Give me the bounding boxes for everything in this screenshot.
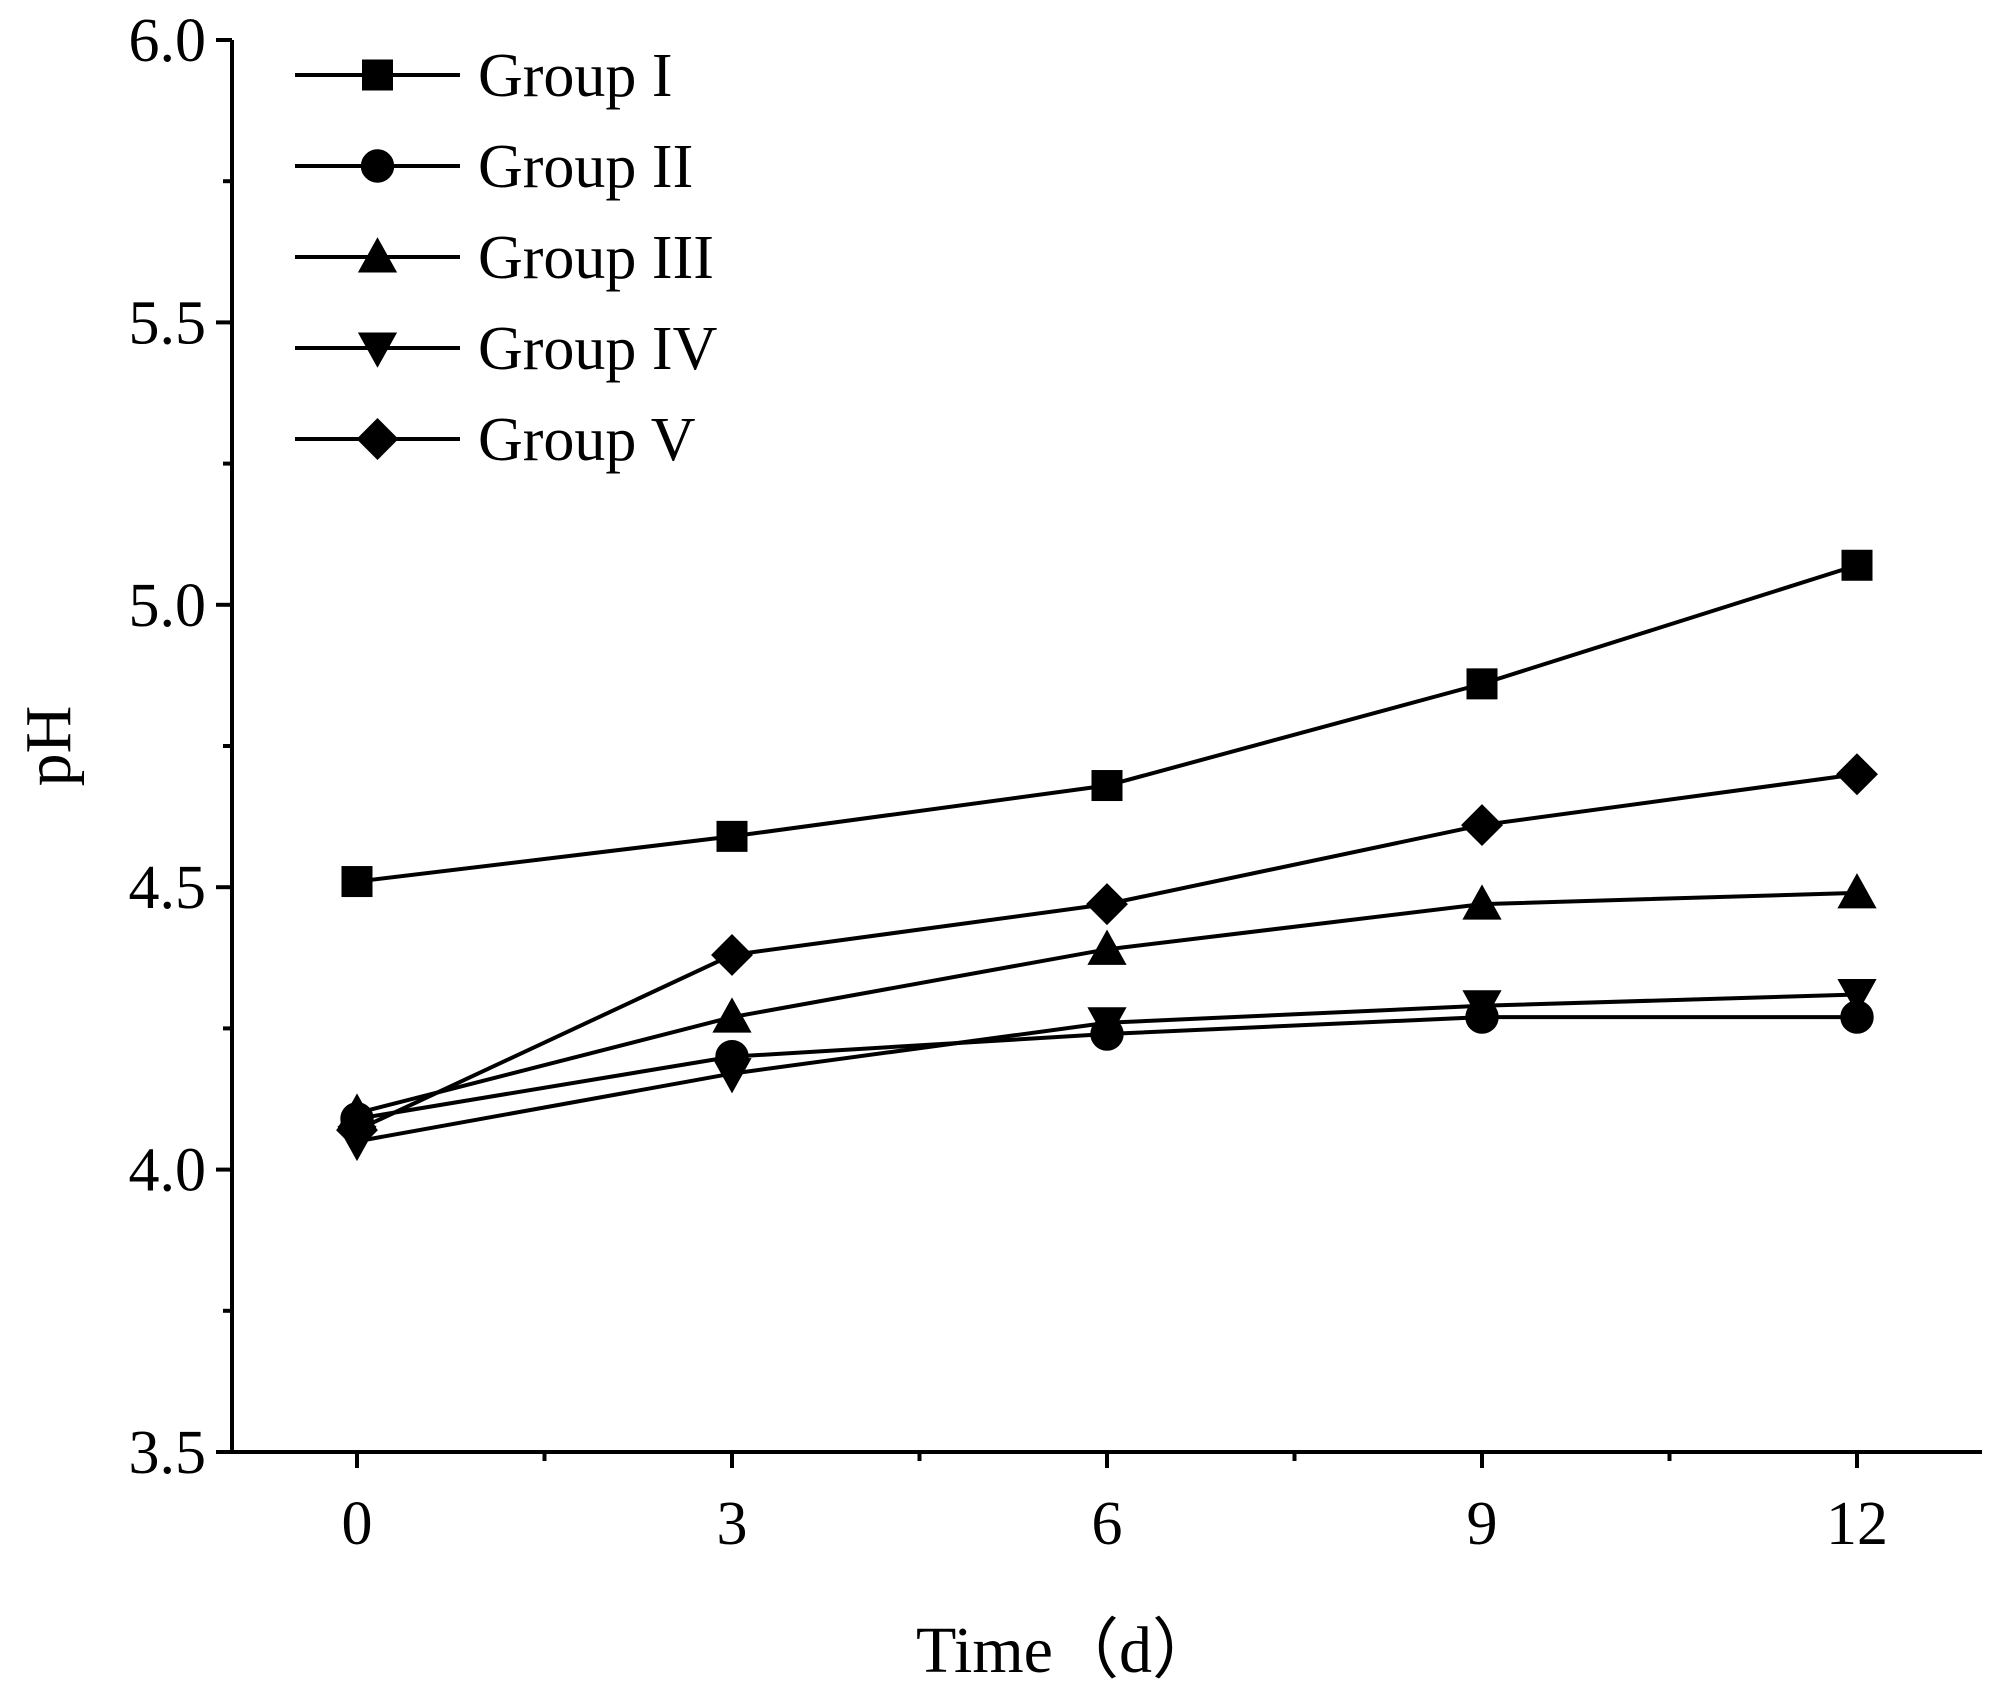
x-axis-title: Time（d） — [916, 1614, 1218, 1687]
data-point-marker — [1836, 753, 1878, 796]
data-point-marker — [1462, 884, 1502, 920]
legend-label: Group IV — [478, 315, 718, 383]
legend-marker — [360, 149, 395, 183]
data-point-marker — [1087, 1007, 1127, 1043]
data-point-marker — [1837, 873, 1877, 909]
x-tick-label: 12 — [1826, 1490, 1888, 1558]
data-point-marker — [1461, 804, 1503, 847]
data-point-marker — [716, 820, 748, 852]
y-tick-label: 4.5 — [129, 854, 207, 922]
series-group-5 — [336, 753, 1878, 1152]
data-point-marker — [712, 997, 752, 1033]
data-point-marker — [1462, 990, 1502, 1026]
legend-label: Group I — [478, 42, 673, 110]
legend-marker — [357, 237, 398, 273]
legend-entry: Group V — [295, 406, 696, 474]
data-point-marker — [1091, 770, 1123, 802]
y-tick-label: 3.5 — [129, 1419, 207, 1487]
y-tick-label: 5.0 — [129, 572, 207, 640]
series-group-1 — [341, 549, 1873, 898]
series-group-4 — [337, 979, 1877, 1162]
axes: 3.5 4.0 4.5 5.0 5.5 6.0 0 3 6 9 12 — [129, 7, 1982, 1558]
x-tick-label: 9 — [1467, 1490, 1498, 1558]
legend-marker — [356, 418, 399, 460]
legend-entry: Group I — [295, 42, 673, 110]
data-point-marker — [1841, 549, 1873, 581]
data-point-marker — [1466, 668, 1498, 700]
x-tick-label: 0 — [342, 1490, 373, 1558]
y-tick-label: 6.0 — [129, 7, 207, 75]
legend-entry: Group III — [295, 224, 714, 292]
legend-entry: Group IV — [295, 315, 718, 383]
data-point-marker — [712, 1058, 752, 1094]
data-point-marker — [1087, 929, 1127, 965]
data-point-marker — [1837, 979, 1877, 1015]
x-tick-label: 3 — [717, 1490, 748, 1558]
data-point-marker — [336, 1109, 378, 1152]
y-tick-label: 4.0 — [129, 1137, 207, 1205]
legend-entry: Group II — [295, 133, 693, 201]
legend-marker — [362, 59, 393, 91]
legend: Group I Group II Group III Group IV Group V — [295, 42, 718, 474]
legend-label: Group II — [478, 133, 693, 201]
y-tick-label: 5.5 — [129, 289, 207, 357]
legend-label: Group III — [478, 224, 714, 292]
y-axis-title: pH — [12, 706, 85, 787]
legend-label: Group V — [478, 406, 696, 474]
plot-series — [336, 549, 1878, 1162]
series-line — [356, 563, 1858, 884]
data-point-marker — [1086, 883, 1128, 926]
x-tick-label: 6 — [1092, 1490, 1123, 1558]
legend-marker — [357, 332, 398, 368]
data-point-marker — [711, 934, 753, 976]
data-point-marker — [341, 866, 373, 898]
